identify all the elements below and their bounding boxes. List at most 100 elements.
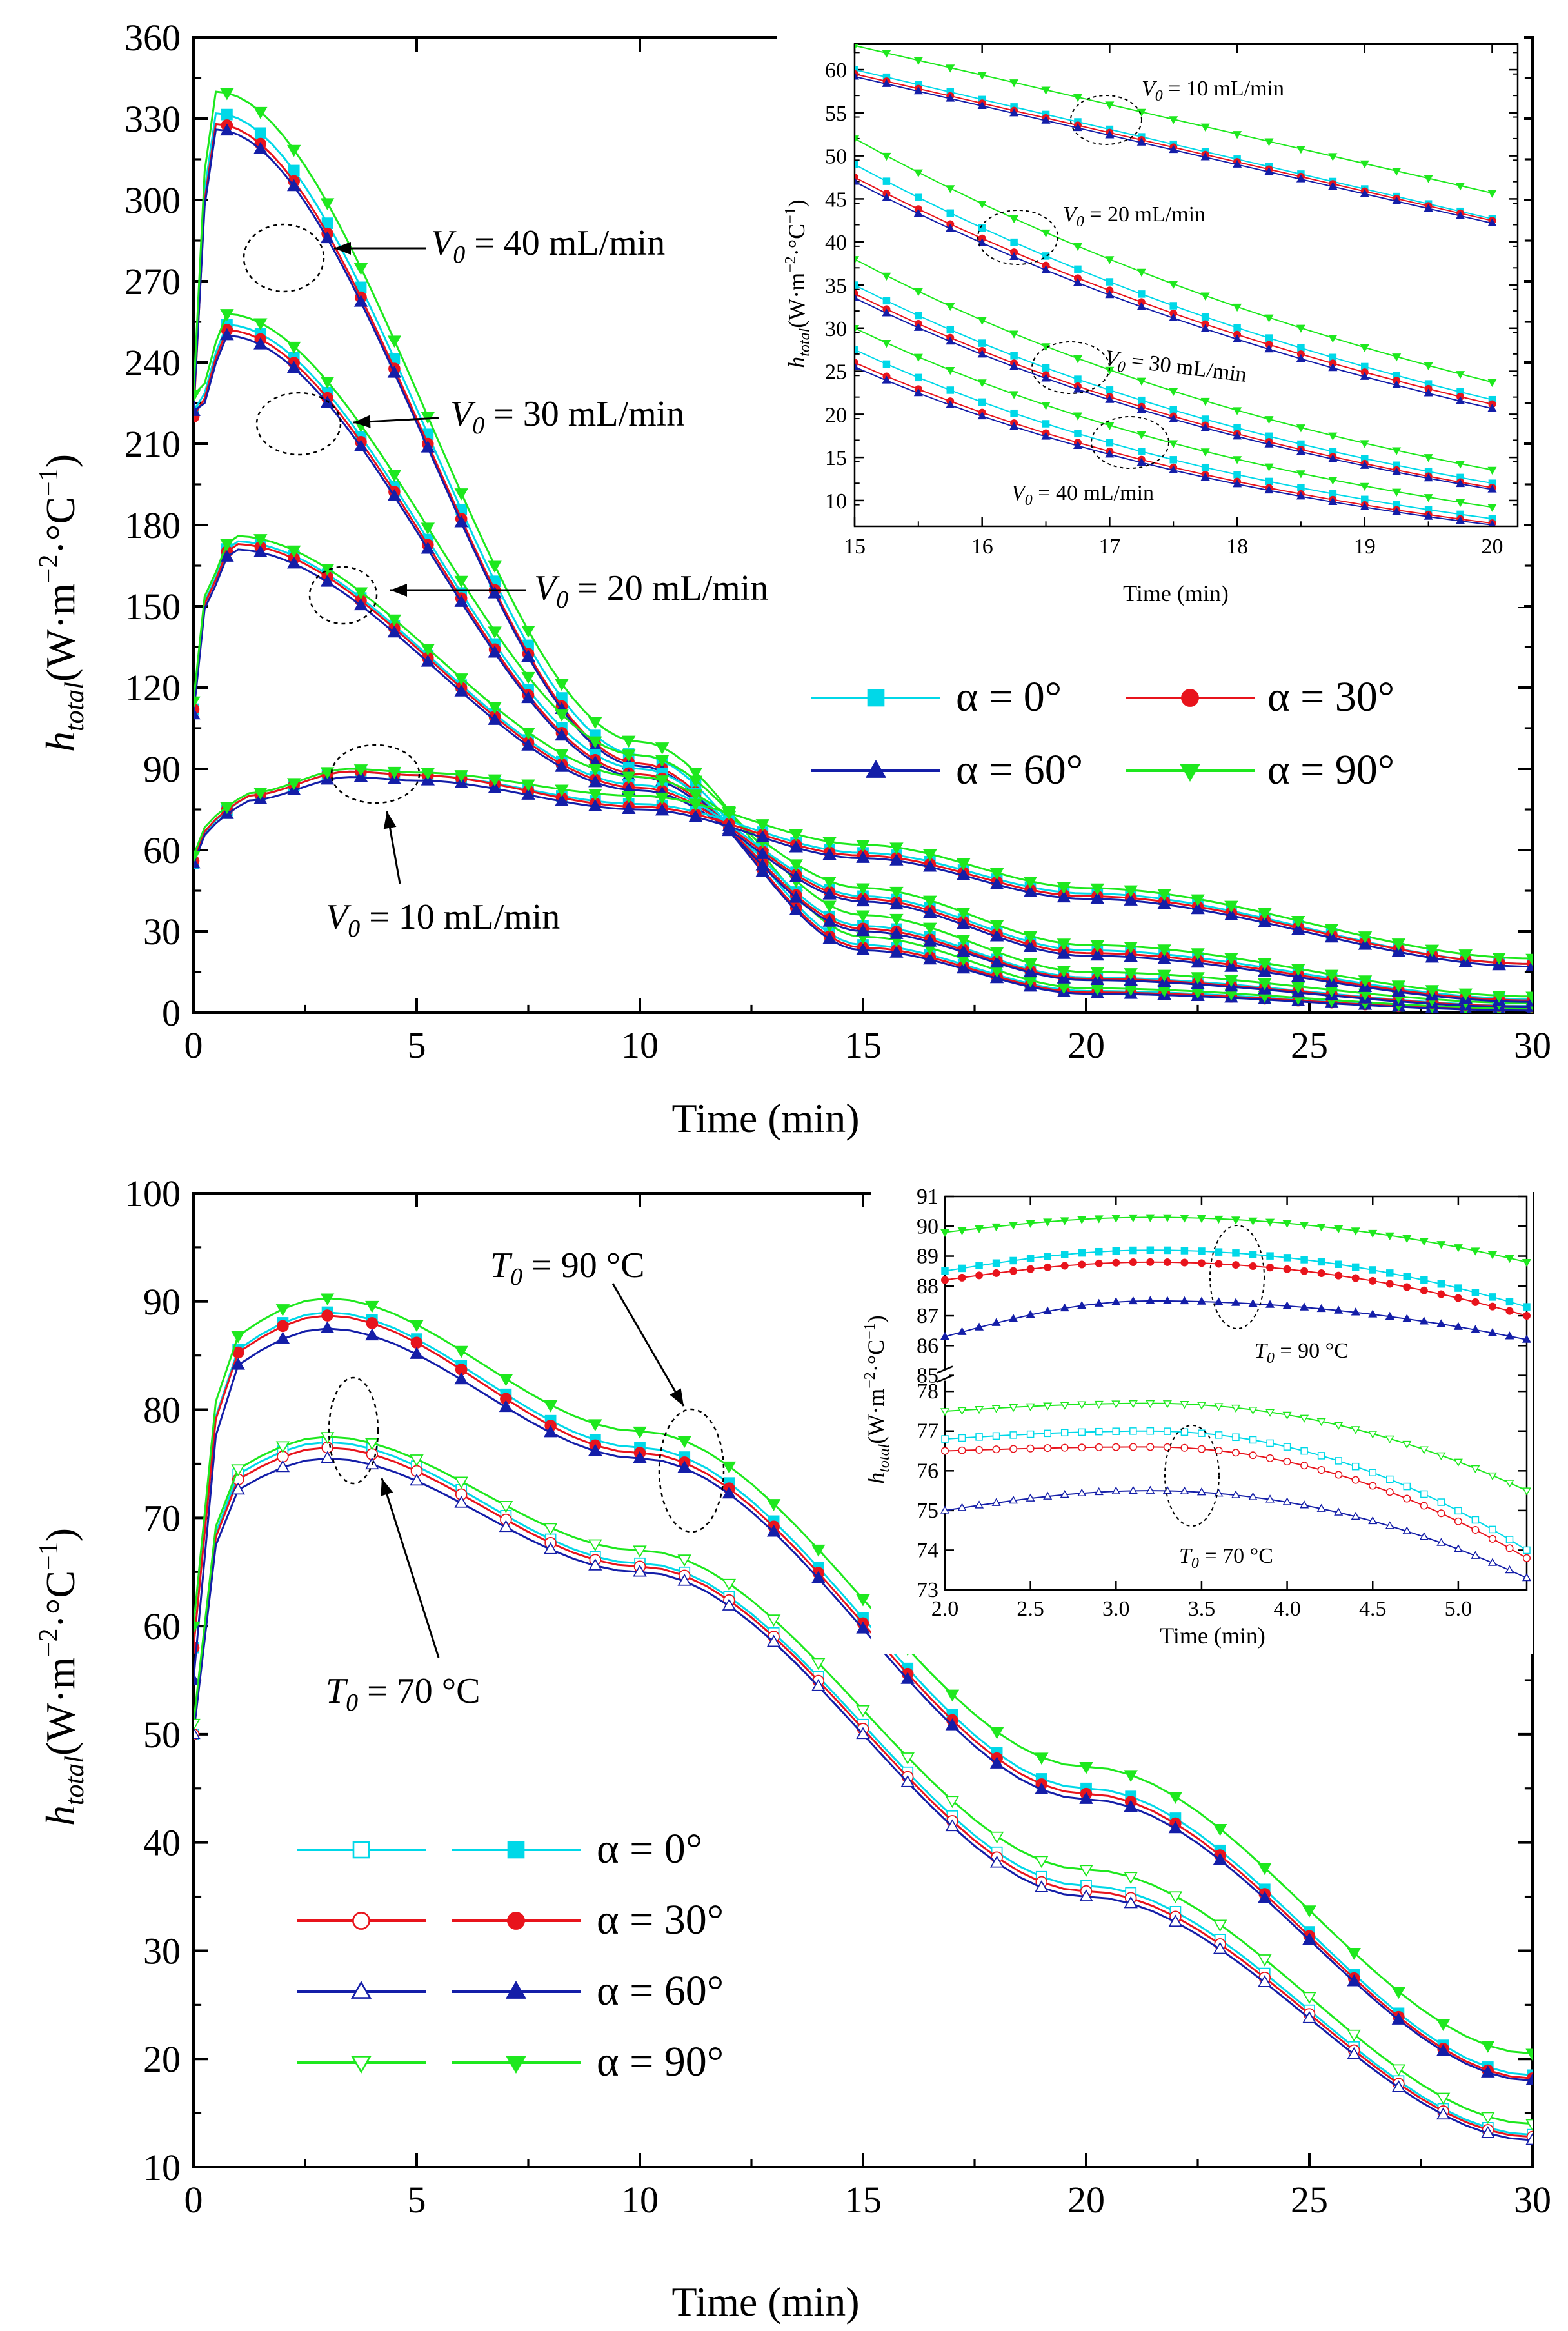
bottom-ytick-label: 20 [143, 2038, 181, 2080]
bottom-inset-g1-s0-point [1437, 1498, 1445, 1506]
bottom-g0-s1-point [366, 1317, 379, 1329]
top-g2-s3-point [889, 886, 904, 899]
bottom-inset-g0-s0-point [1044, 1252, 1051, 1260]
top-inset-ytick-label: 40 [825, 231, 847, 255]
bottom-inset-g1-s1-point [1300, 1462, 1309, 1470]
bottom-g1-s2-point [231, 1482, 245, 1495]
top-inset-g3-s0-point [1297, 484, 1305, 492]
top-inset-g3-s2-point [1455, 516, 1465, 524]
top-g3-s3-point [822, 837, 837, 849]
top-inset-g3-s2-point [1328, 497, 1338, 505]
bottom-inset-g0-s1-point [1163, 1258, 1171, 1266]
top-g3-s3-point [454, 770, 468, 782]
top-inset-g3-s3-point [855, 325, 860, 333]
top-g1-s3-point [688, 775, 703, 788]
bottom-g1-s3-point [543, 1523, 558, 1536]
top-g2-s3-point [1425, 985, 1440, 997]
bottom-g1-s2-point [1035, 1880, 1049, 1892]
top-inset-g2-s2-point [1487, 484, 1497, 493]
bottom-inset-g0-s3-point [1368, 1229, 1378, 1238]
bottom-inset-g0-s0-point [1369, 1266, 1376, 1274]
bottom-g0-s3-point [194, 1621, 201, 1634]
top-inset-g1-s3-point [882, 152, 891, 161]
top-inset-g1-s0-point [1297, 344, 1305, 352]
top-inset-g0-s0-point [855, 66, 858, 74]
bottom-inset-g0-s3-point [1060, 1217, 1069, 1225]
top-inset-g1-s2-point [882, 193, 891, 201]
bottom-inset-g1-s0-point [1095, 1427, 1103, 1436]
top-g3-s3-point [220, 802, 234, 815]
bottom-inset-g1-s3-point [1419, 1446, 1429, 1454]
top-inset-g2-s3-point [946, 303, 955, 312]
bottom-inset-g0-s3-point [1300, 1222, 1309, 1230]
bottom-inset-g1-s2-point [1180, 1486, 1189, 1494]
top-g3-s3-point [421, 768, 435, 780]
bottom-g0-s2-point [194, 1672, 201, 1685]
bottom-inset-g1-s1-point [1163, 1443, 1171, 1451]
top-inset-g3-s2-point [1200, 472, 1210, 481]
top-inset-ytick-label: 20 [825, 403, 847, 427]
top-inset-g2-s2-point [1009, 362, 1019, 370]
bottom-inset-g1-s0-point [1283, 1443, 1291, 1451]
bottom-inset-g1-s2-point [1505, 1565, 1514, 1574]
bottom-g0-s2-point [1347, 1974, 1361, 1987]
top-g2-s3-point [353, 587, 368, 600]
bottom-g0-s3-point [1213, 1823, 1227, 1836]
top-g2-s3-point [286, 545, 301, 558]
top-inset-g0-s3-point [1200, 123, 1210, 132]
top-g3-s3-point [1157, 889, 1171, 902]
bottom-inset-g1-s3-point [940, 1408, 950, 1416]
top-g3-s2-point [1023, 885, 1038, 898]
top-inset-g2-s2-point [1073, 384, 1083, 393]
top-inset-g0-s2-point [913, 86, 923, 95]
bottom-inset-g1-s2-point [1453, 1544, 1463, 1552]
bottom-legend-filled-marker-2 [505, 1980, 527, 1999]
bottom-g1-s3-point [1302, 1992, 1316, 2005]
top-g0-s3-point [521, 626, 535, 638]
top-inset-g2-s2-point [1105, 395, 1115, 403]
top-g3-s2-point [1157, 897, 1171, 909]
bottom-legend [297, 1841, 581, 2074]
top-inset-xtick-label: 19 [1354, 535, 1376, 559]
top-inset-g2-s0-point [1042, 364, 1050, 372]
bottom-g0-s3-point [766, 1499, 781, 1511]
top-g2-s3-point [688, 789, 703, 802]
top-inset-g3-s0-point [1010, 409, 1018, 417]
bottom-arrow-0 [611, 1283, 685, 1407]
bottom-g0-s3-point [856, 1594, 870, 1607]
bottom-inset-g1-s3-point [1282, 1411, 1292, 1420]
top-g1-s2-point [822, 915, 837, 927]
top-g2-s3-point [1057, 938, 1071, 951]
bottom-inset-g0-s1-point [1180, 1258, 1189, 1267]
bottom-g1-s3-point [1347, 2029, 1361, 2042]
bottom-inset-g0-s0-point [1283, 1254, 1291, 1262]
bottom-inset-g1-s1-point [1403, 1494, 1411, 1503]
bottom-g1-s3-point [365, 1438, 379, 1451]
bottom-g1-s3-point [1213, 1919, 1227, 1932]
bottom-inset-g0-s2-point [1265, 1300, 1275, 1308]
bottom-ytick-label: 60 [143, 1605, 181, 1647]
bottom-g0-s2-point [499, 1400, 513, 1413]
top-inset-g2-s3-point [1487, 466, 1497, 475]
top-inset-g2-s2-point [1360, 461, 1369, 469]
bottom-inset-g1-s0-point [1146, 1427, 1155, 1435]
bottom-inset-g0-s1-point [1146, 1258, 1155, 1266]
top-inset-g2-s0-point [1010, 352, 1018, 360]
bottom-g0-s3-point [1168, 1792, 1183, 1804]
bottom-inset-g0-s2-point [1316, 1304, 1326, 1313]
top-arrowhead-0 [334, 242, 351, 255]
top-g1-s2-point [521, 691, 535, 704]
bottom-inset-g1-s3-point [1351, 1426, 1360, 1434]
top-inset-g1-s0-point [1138, 290, 1146, 298]
bottom-inset-g0-s3-point [1505, 1255, 1514, 1264]
top-inset-g3-s3-point [913, 353, 923, 362]
bottom-g0-s2-point [856, 1621, 870, 1634]
bottom-g0-s1-point [277, 1320, 289, 1333]
bottom-inset-g0-s2-point [1248, 1298, 1258, 1307]
bottom-g1-s3-point [1035, 1856, 1049, 1869]
top-g2-s3-point [1458, 988, 1473, 1001]
bottom-inset-g1-s1-point [1180, 1443, 1189, 1452]
top-inset-g2-s3-point [882, 272, 891, 281]
top-g2-s2-point [253, 545, 268, 557]
